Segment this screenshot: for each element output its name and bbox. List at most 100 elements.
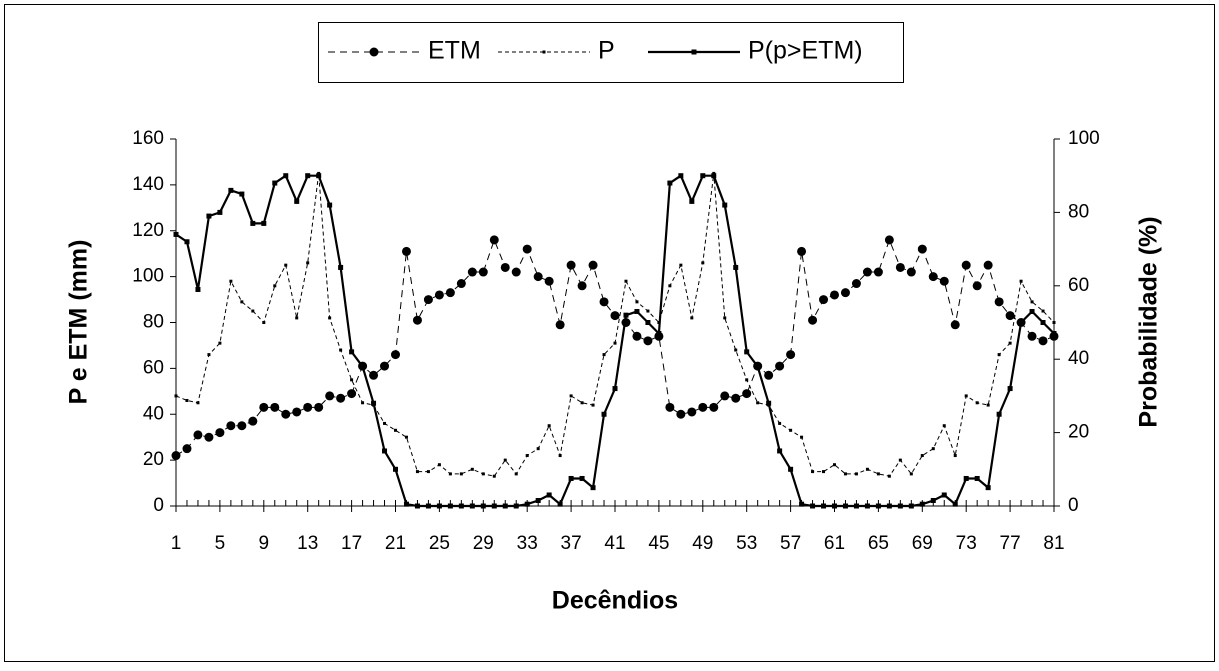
y2-tick-label: 60 [1068, 275, 1089, 296]
marker [492, 474, 496, 478]
marker [864, 503, 870, 509]
x-axis-title: Decêndios [552, 587, 678, 615]
marker [404, 435, 408, 439]
x-tick-label: 37 [561, 533, 582, 554]
marker [371, 400, 377, 406]
marker [745, 378, 749, 382]
marker [459, 472, 463, 476]
marker [656, 331, 662, 337]
y-tick-label: 120 [132, 220, 164, 241]
marker [270, 402, 280, 412]
marker [502, 503, 508, 509]
marker [347, 389, 357, 399]
marker [544, 276, 554, 286]
marker [643, 336, 653, 346]
marker [698, 402, 708, 412]
marker [513, 503, 519, 509]
marker [448, 472, 452, 476]
marker [668, 284, 672, 288]
marker [720, 391, 730, 401]
marker [261, 220, 267, 226]
marker [853, 503, 859, 509]
marker [338, 264, 344, 270]
marker [842, 503, 848, 509]
marker [239, 191, 245, 197]
x-tick-label: 65 [868, 533, 889, 554]
marker [414, 503, 420, 509]
marker [723, 316, 727, 320]
marker [873, 267, 883, 277]
marker [237, 421, 247, 431]
marker [393, 466, 398, 472]
y-tick-label: 40 [143, 403, 164, 424]
marker [284, 263, 288, 267]
marker [895, 262, 905, 272]
marker [744, 349, 750, 355]
y2-tick-label: 80 [1068, 201, 1089, 222]
marker [689, 198, 695, 204]
marker [262, 321, 266, 324]
marker [797, 246, 807, 256]
marker [273, 284, 277, 288]
marker [281, 409, 291, 419]
marker [775, 361, 785, 371]
marker [821, 503, 827, 509]
marker [580, 401, 584, 405]
marker [437, 463, 441, 467]
marker [426, 470, 430, 474]
marker [687, 407, 697, 417]
marker [535, 497, 541, 503]
marker [711, 173, 717, 179]
x-tick-label: 17 [341, 533, 362, 554]
x-tick-label: 45 [648, 533, 669, 554]
y2-tick-label: 40 [1068, 348, 1089, 369]
marker [601, 411, 607, 417]
marker [380, 361, 390, 371]
marker [909, 472, 913, 476]
marker [350, 378, 354, 382]
marker [963, 475, 969, 481]
marker [218, 341, 222, 345]
marker [766, 400, 772, 406]
marker [184, 239, 190, 245]
marker [755, 364, 761, 370]
marker [961, 260, 971, 270]
marker [972, 281, 982, 291]
marker [369, 47, 379, 57]
marker [928, 272, 938, 282]
marker [701, 261, 705, 265]
y-tick-label: 80 [143, 312, 164, 333]
marker [1005, 311, 1015, 321]
marker [843, 472, 847, 476]
marker [204, 432, 214, 442]
marker [884, 235, 894, 245]
legend-label: ETM [428, 37, 481, 65]
marker [887, 474, 891, 478]
marker [786, 350, 796, 360]
marker [182, 444, 192, 454]
marker [833, 463, 836, 467]
marker [251, 309, 255, 313]
marker [445, 288, 455, 298]
marker [306, 261, 310, 265]
chart-frame [4, 4, 1215, 662]
x-tick-label: 29 [473, 533, 494, 554]
marker [1040, 320, 1046, 325]
marker [558, 454, 562, 458]
marker [283, 173, 289, 179]
marker [983, 260, 993, 270]
marker [173, 231, 179, 237]
marker [250, 220, 256, 226]
marker [491, 503, 497, 509]
marker [709, 402, 719, 412]
marker [434, 290, 444, 300]
marker [800, 435, 804, 439]
marker [917, 244, 927, 254]
legend-label: P [598, 37, 615, 65]
marker [295, 316, 299, 320]
marker [876, 472, 880, 476]
marker [469, 503, 475, 509]
y-tick-label: 140 [132, 174, 164, 195]
marker [700, 173, 706, 179]
